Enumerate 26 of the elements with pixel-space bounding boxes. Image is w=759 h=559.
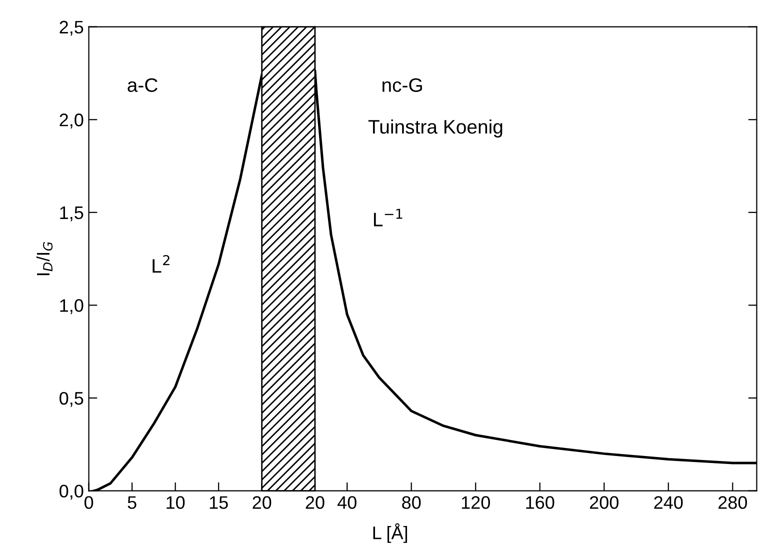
x-tick-label: 160	[526, 496, 554, 509]
annotation: L$^{2}$	[152, 255, 170, 273]
x-axis-title: L [Å]	[373, 523, 408, 543]
x-tick-label: 20	[252, 496, 272, 509]
y-tick-label: 0,0	[60, 484, 84, 500]
annotation: a-C	[128, 78, 158, 92]
y-tick-label: 1,5	[60, 206, 84, 222]
x-tick-label: 40	[337, 496, 356, 509]
annotation: L$^{−1}$	[374, 208, 402, 226]
x-tick-label: 80	[402, 496, 421, 509]
annotation: Tuinstra Koenig	[368, 119, 502, 138]
x-tick-label: 10	[166, 496, 185, 509]
x-tick-label: 120	[462, 496, 490, 509]
x-tick-label: 280	[718, 496, 747, 509]
y-tick-label: 0,5	[60, 392, 84, 407]
y-tick-label: 2,5	[60, 20, 84, 36]
annotation: nc-G	[382, 78, 422, 92]
x-tick-label: 0	[84, 496, 94, 509]
x-tick-label: 20	[306, 496, 324, 509]
y-axis-title: I$_{D}$/I$_{G}$	[36, 242, 53, 276]
x-tick-label: 5	[128, 496, 136, 509]
x-tick-label: 240	[654, 496, 683, 509]
x-tick-label: 200	[590, 496, 618, 509]
x-tick-label: 15	[210, 496, 228, 509]
y-tick-label: 1,0	[60, 299, 84, 314]
y-tick-label: 2,0	[60, 114, 84, 128]
